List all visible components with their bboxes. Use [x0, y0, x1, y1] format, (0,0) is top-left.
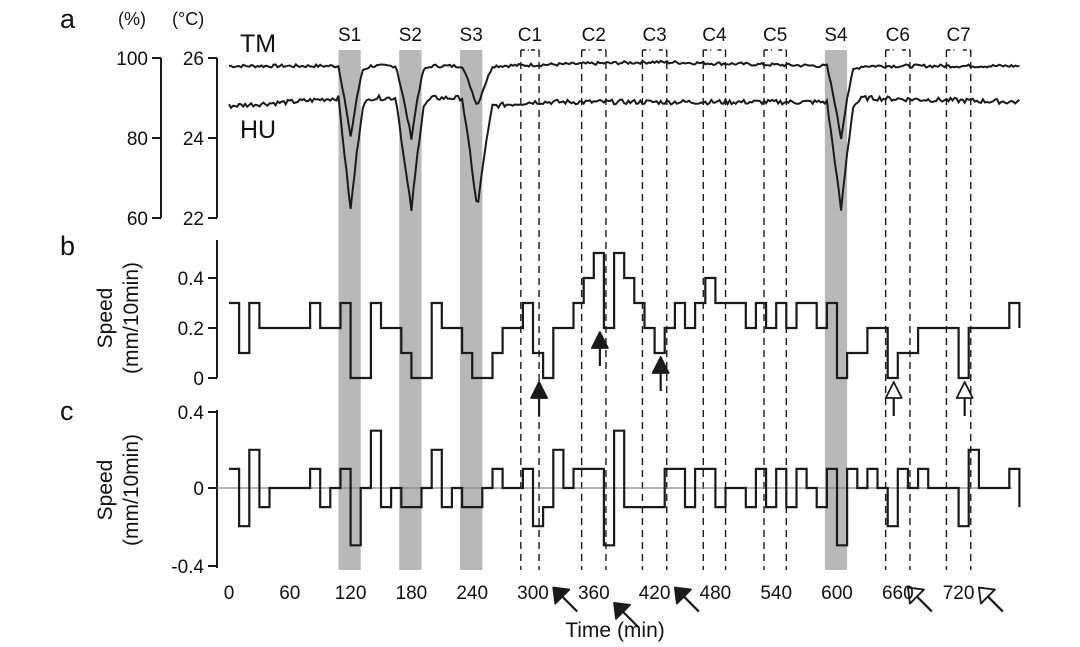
event-shade-s3 [460, 50, 483, 570]
event-label: S3 [460, 25, 483, 46]
event-shading-layer [338, 50, 848, 570]
series-tm-line [228, 59, 1020, 140]
x-tick-label: 480 [700, 583, 732, 604]
x-tick-label: 660 [882, 583, 914, 604]
event-label: S2 [399, 25, 422, 46]
panel-b-ylabel: Speed (mm/10min) [94, 262, 143, 374]
panel-letter-c: c [60, 396, 74, 426]
panel-letter-b: b [60, 231, 75, 261]
filled-arrow-icon [552, 586, 579, 613]
tick-label: 24 [183, 129, 205, 150]
event-labels-layer: S1 S2 S3 C1 C2 C3 C4 C5 S4 C6 C7 [338, 25, 971, 46]
panel-c-axes: 0.4 0 -0.4 Speed (mm/10min) [94, 403, 218, 578]
x-tick-label: 420 [639, 583, 671, 604]
tick-label: 0.4 [178, 403, 205, 424]
tick-label: 100 [116, 49, 148, 70]
filled-arrow-icon [651, 356, 670, 391]
tick-label: 0 [193, 479, 204, 500]
unit-label-celsius: (°C) [172, 9, 204, 29]
series-hu-line [228, 93, 1020, 212]
filled-arrow-icon [673, 586, 700, 613]
event-dashed-lines-layer [520, 49, 972, 570]
tick-label: 80 [127, 129, 148, 150]
event-label: C1 [518, 25, 542, 46]
series-label-hu: HU [240, 116, 276, 144]
series-label-tm: TM [240, 30, 276, 58]
open-arrow-icon [907, 586, 933, 613]
panel-b-speed-line [229, 251, 1021, 380]
tick-label: 26 [183, 49, 204, 70]
x-tick-label: 120 [335, 583, 367, 604]
x-tick-label: 240 [456, 583, 488, 604]
open-arrow-icon [977, 586, 1004, 613]
x-axis-title: Time (min) [565, 619, 665, 642]
event-label: C2 [582, 25, 606, 46]
event-label: C3 [642, 25, 666, 46]
tick-label: 0.2 [178, 319, 204, 340]
event-label: S4 [824, 25, 848, 46]
tick-label: 60 [127, 209, 148, 230]
x-tick-label: 600 [821, 583, 853, 604]
x-tick-label: 180 [396, 583, 428, 604]
tick-label: 0.4 [178, 269, 205, 290]
panel-c-ylabel: Speed (mm/10min) [94, 434, 143, 546]
panel-a-axes: (%) (°C) 100 80 60 26 24 22 TM HU [116, 9, 276, 230]
open-arrow-icon [884, 381, 903, 416]
panel-c-speed-line [229, 429, 1021, 547]
event-label: C5 [763, 25, 787, 46]
data-layer [217, 59, 1021, 547]
panel-letter-a: a [60, 4, 76, 34]
event-label: C6 [886, 25, 910, 46]
x-tick-label: 60 [279, 583, 300, 604]
x-tick-label: 360 [578, 583, 610, 604]
x-tick-label: 720 [943, 583, 975, 604]
unit-label-percent: (%) [118, 9, 146, 29]
x-axis: 0 60 120 180 240 300 360 420 480 540 600 660 720 [224, 583, 975, 604]
event-label: C4 [702, 25, 727, 46]
tick-label: 22 [183, 209, 204, 230]
filled-arrow-icon [613, 601, 639, 628]
tick-label: 0 [193, 369, 204, 390]
filled-arrow-icon [590, 331, 609, 366]
event-label: S1 [338, 25, 361, 46]
event-shade-s2 [399, 50, 422, 570]
open-arrow-icon [955, 381, 974, 416]
x-tick-label: 300 [517, 583, 549, 604]
filled-arrow-icon [530, 381, 548, 416]
tick-label: -0.4 [171, 557, 204, 578]
x-tick-label: 0 [224, 583, 235, 604]
event-label: C7 [946, 25, 970, 46]
x-tick-label: 540 [760, 583, 792, 604]
arrows-layer [530, 331, 1004, 628]
panel-b-axes: 0.4 0.2 0 Speed (mm/10min) [94, 240, 218, 390]
